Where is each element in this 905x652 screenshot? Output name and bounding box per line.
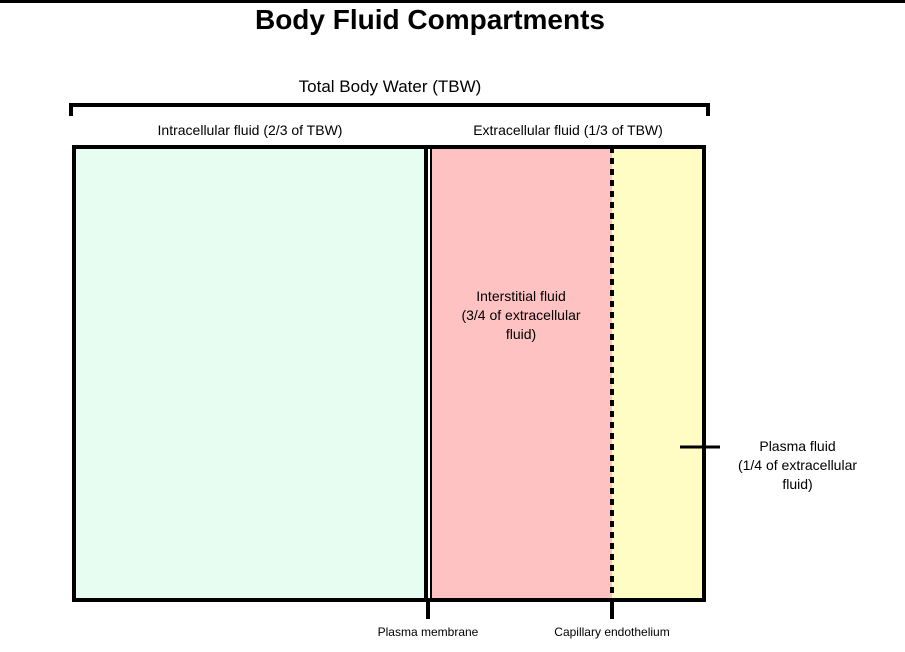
plasma-region <box>612 147 704 600</box>
plasma-fluid-label: Plasma fluid (1/4 of extracellular fluid… <box>720 437 875 494</box>
plasma-line1: Plasma fluid <box>759 438 836 454</box>
extracellular-label: Extracellular fluid (1/3 of TBW) <box>473 122 663 138</box>
interstitial-line1: Interstitial fluid <box>476 288 566 304</box>
tbw-bracket <box>69 103 710 116</box>
total-body-water-label: Total Body Water (TBW) <box>298 77 482 96</box>
capillary-endothelium-label: Capillary endothelium <box>554 625 670 639</box>
intracellular-region <box>74 147 426 600</box>
interstitial-region <box>430 147 612 600</box>
interstitial-line3: fluid) <box>505 326 537 342</box>
interstitial-fluid-label: Interstitial fluid (3/4 of extracellular… <box>430 287 612 344</box>
plasma-line2: (1/4 of extracellular <box>737 457 858 473</box>
top-border <box>0 0 905 3</box>
intracellular-label: Intracellular fluid (2/3 of TBW) <box>157 122 343 138</box>
plasma-line3: fluid) <box>782 476 813 492</box>
plasma-membrane-label: Plasma membrane <box>377 625 479 639</box>
outer-box <box>72 145 706 602</box>
diagram-title: Body Fluid Compartments <box>254 4 605 35</box>
interstitial-line2: (3/4 of extracellular <box>461 307 581 323</box>
